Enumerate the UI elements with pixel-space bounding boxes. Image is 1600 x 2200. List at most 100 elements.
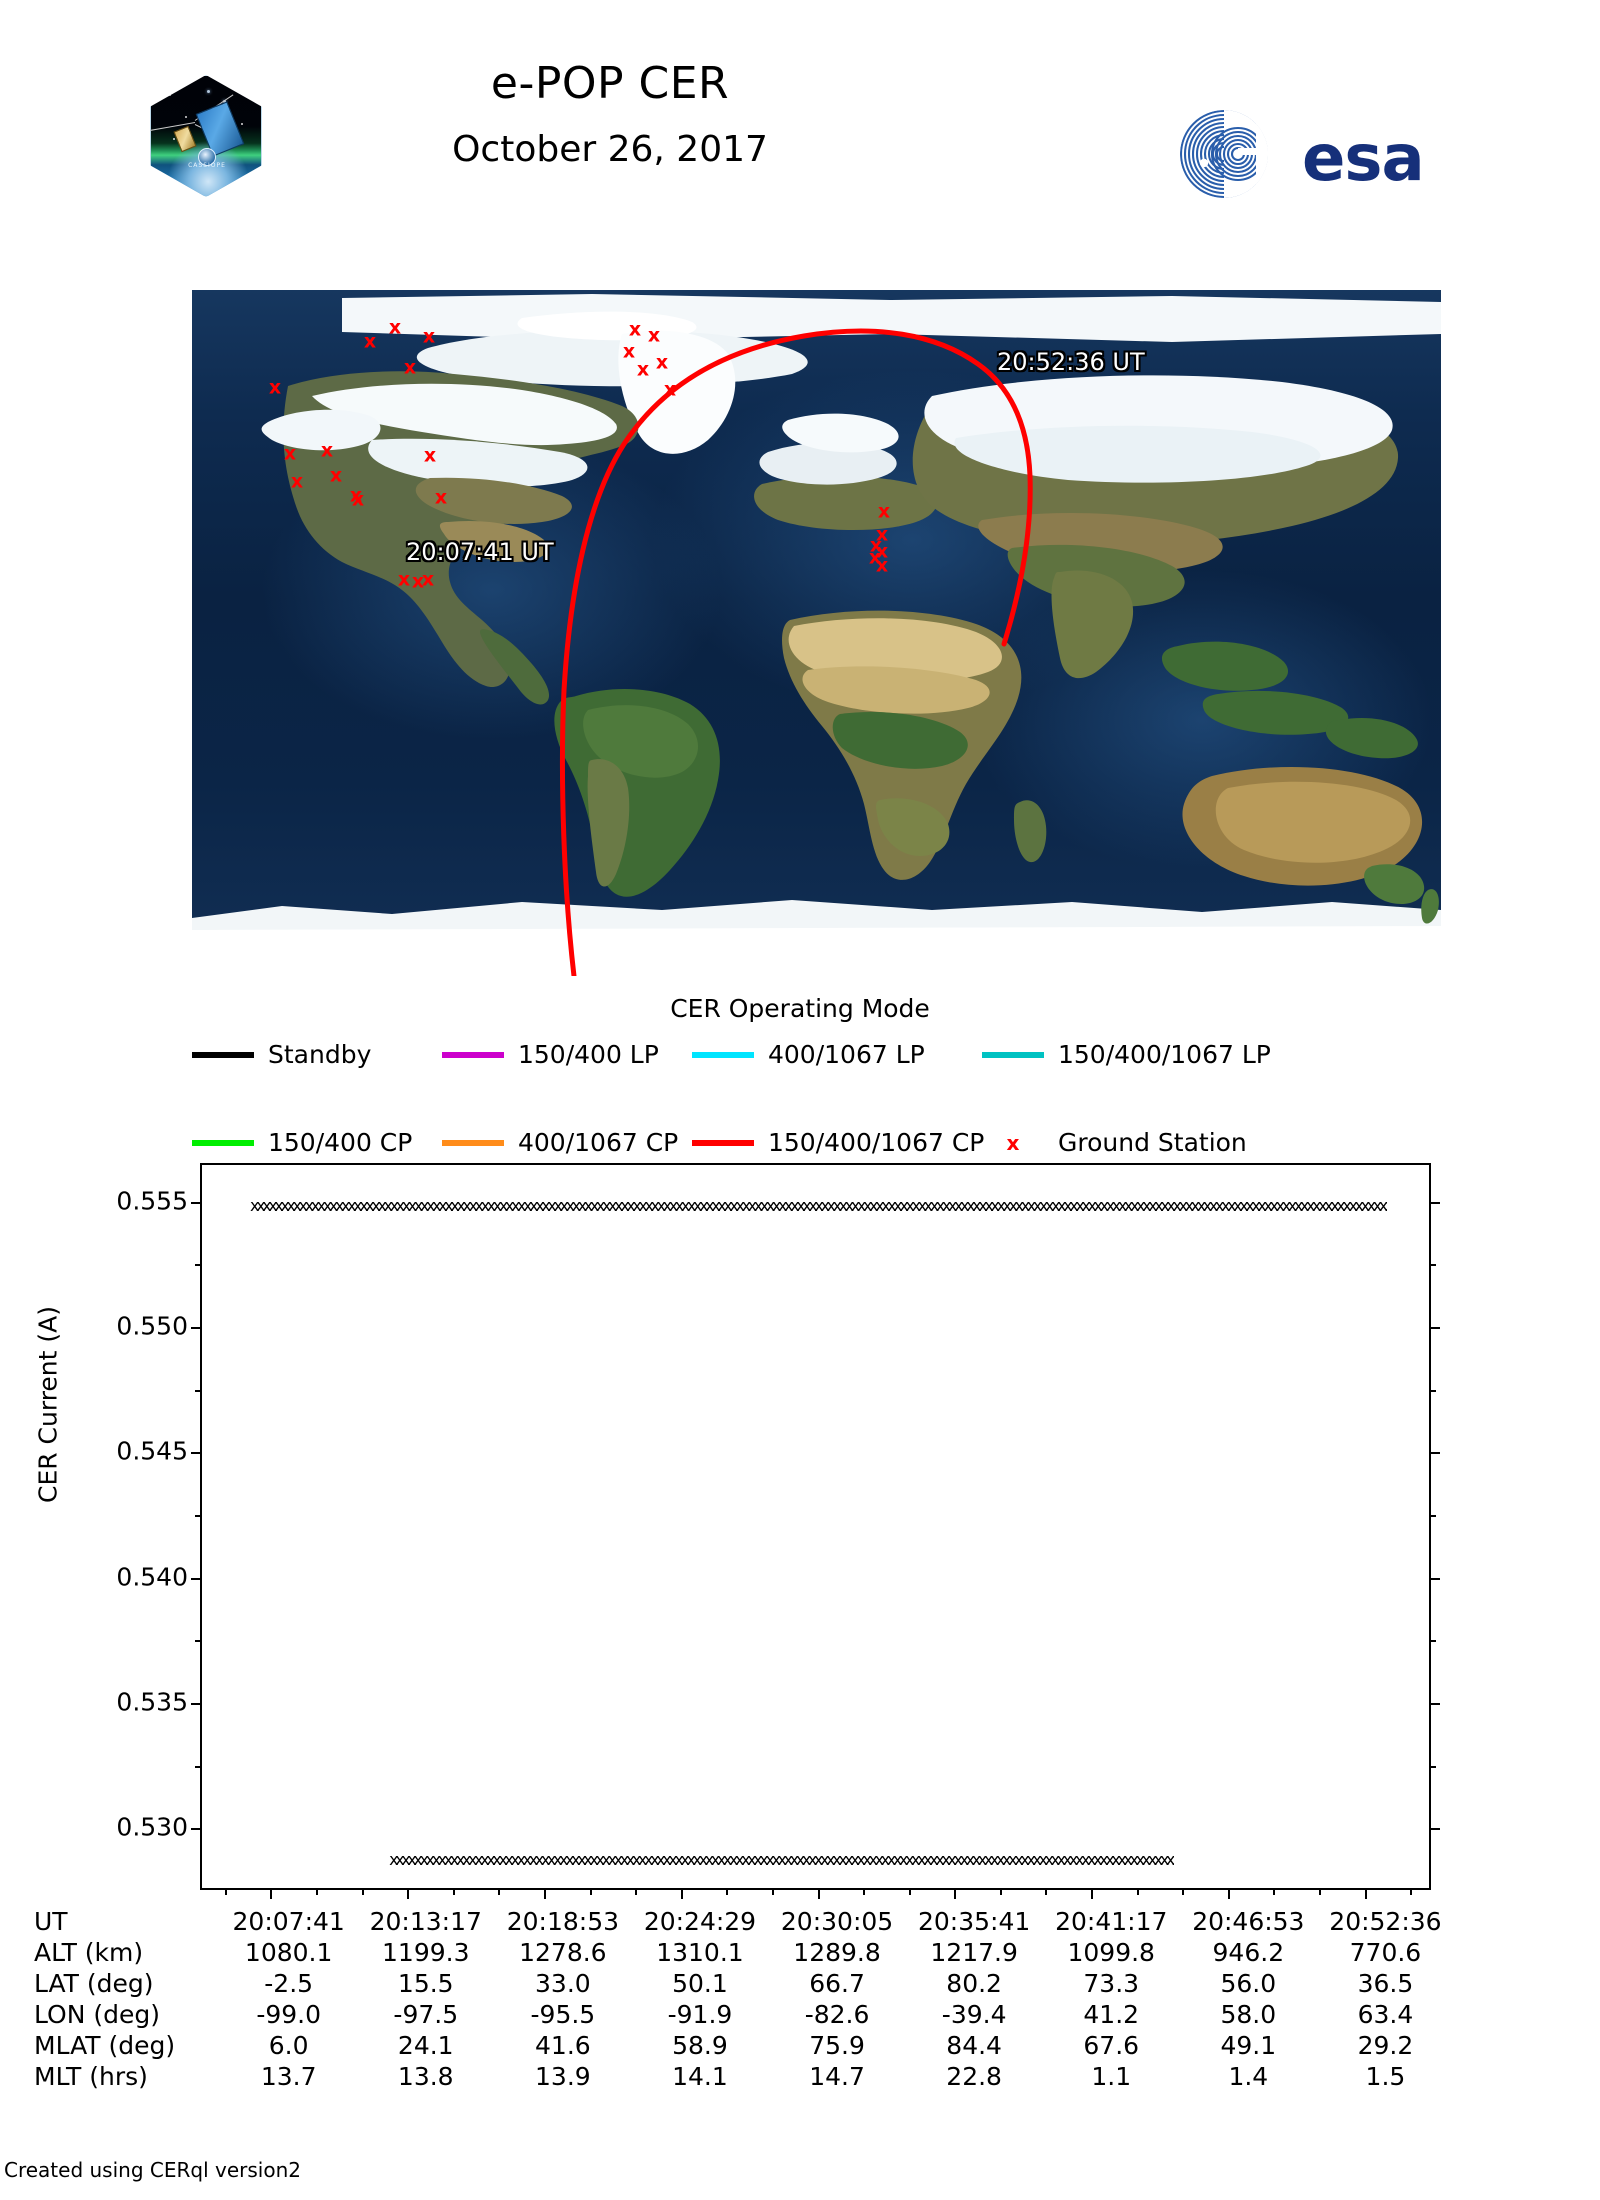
table-row: MLT (hrs) 13.7 13.8 13.9 14.1 14.7 22.8 1.1 1.4 1… bbox=[34, 2061, 1454, 2092]
y-axis-tick-label: 0.535 bbox=[116, 1687, 188, 1717]
ground-station-marker: x bbox=[388, 316, 402, 339]
mission-emblem-icon bbox=[198, 148, 216, 166]
ground-station-marker: x bbox=[647, 324, 661, 347]
table-cell: 1.1 bbox=[1091, 2062, 1132, 2091]
table-cell: -2.5 bbox=[264, 1969, 314, 1998]
table-cell: 41.6 bbox=[535, 2031, 591, 2060]
legend-label: 150/400 CP bbox=[268, 1128, 413, 1157]
ground-station-marker: x bbox=[875, 554, 889, 577]
table-row: LON (deg) -99.0 -97.5 -95.5 -91.9 -82.6 -39.4 4… bbox=[34, 1999, 1454, 2030]
x-axis-tick bbox=[543, 1888, 546, 1899]
table-cell: 63.4 bbox=[1357, 2000, 1414, 2029]
y-axis-minor-tick bbox=[195, 1640, 202, 1643]
legend-entry-ground-station: x Ground Station bbox=[982, 1128, 1247, 1157]
scatter-markers: xxxxxxxxxxxxxxxxxxxxxxxxxxxxxxxxxxxxxxxx… bbox=[250, 1196, 1387, 1214]
table-cell: 14.7 bbox=[809, 2062, 865, 2091]
table-cell: 770.6 bbox=[1349, 1938, 1422, 1967]
table-cell: 36.5 bbox=[1357, 1969, 1414, 1998]
y-axis-tick bbox=[191, 1201, 202, 1204]
x-axis-minor-tick bbox=[1319, 1888, 1322, 1895]
table-cell: -97.5 bbox=[393, 2000, 459, 2029]
y-axis-tick bbox=[1429, 1452, 1440, 1455]
legend-label: Ground Station bbox=[1058, 1128, 1247, 1157]
ground-station-marker: x bbox=[622, 340, 636, 363]
ephemeris-table: UT 20:07:41 20:13:17 20:18:53 20:24:29 20:30:… bbox=[34, 1906, 1454, 2092]
table-cell: 58.0 bbox=[1220, 2000, 1277, 2029]
x-axis-tick bbox=[270, 1888, 273, 1899]
legend-marker-icon: x bbox=[1006, 1130, 1020, 1155]
table-cell: 73.3 bbox=[1083, 1969, 1140, 1998]
ground-station-marker: x bbox=[411, 570, 425, 593]
table-cell: 1217.9 bbox=[930, 1938, 1018, 1967]
y-axis-minor-tick bbox=[1429, 1389, 1436, 1392]
x-axis-minor-tick bbox=[635, 1888, 638, 1895]
x-axis-minor-tick bbox=[1045, 1888, 1048, 1895]
legend-label: 400/1067 CP bbox=[518, 1128, 679, 1157]
table-cell: 20:18:53 bbox=[506, 1907, 619, 1936]
y-axis-tick-label: 0.555 bbox=[116, 1186, 188, 1216]
legend-entry-150-400-1067-lp: 150/400/1067 LP bbox=[982, 1040, 1271, 1069]
esa-swirl-icon bbox=[1180, 110, 1268, 198]
ground-station-marker: x bbox=[869, 534, 883, 557]
table-cell: 20:24:29 bbox=[643, 1907, 757, 1936]
satellite-body-icon bbox=[173, 125, 197, 153]
ground-station-marker: x bbox=[868, 546, 882, 569]
ground-station-marker: x bbox=[875, 540, 889, 563]
ground-station-marker: x bbox=[283, 442, 297, 465]
legend-entry-150-400-1067-cp: 150/400/1067 CP bbox=[692, 1128, 984, 1157]
y-axis-tick-label: 0.545 bbox=[116, 1436, 188, 1466]
y-axis-tick bbox=[191, 1452, 202, 1455]
table-cell: 58.9 bbox=[672, 2031, 728, 2060]
table-cell: 13.9 bbox=[535, 2062, 591, 2091]
table-cell: 14.1 bbox=[672, 2062, 728, 2091]
ground-station-marker: x bbox=[663, 378, 677, 401]
table-row-header: UT bbox=[34, 1907, 68, 1936]
table-cell: 80.2 bbox=[946, 1969, 1002, 1998]
x-axis-minor-tick bbox=[589, 1888, 592, 1895]
ground-station-marker: x bbox=[320, 439, 334, 462]
y-axis-tick bbox=[1429, 1577, 1440, 1580]
x-axis-minor-tick bbox=[224, 1888, 227, 1895]
ground-station-marker: x bbox=[655, 351, 669, 374]
table-cell: 20:35:41 bbox=[918, 1907, 1031, 1936]
table-row: ALT (km) 1080.1 1199.3 1278.6 1310.1 1289.8 12… bbox=[34, 1937, 1454, 1968]
cer-current-scatter-plot: xxxxxxxxxxxxxxxxxxxxxxxxxxxxxxxxxxxxxxxx… bbox=[191, 1163, 1440, 1899]
x-axis-tick bbox=[1091, 1888, 1094, 1899]
y-axis-minor-tick bbox=[195, 1514, 202, 1517]
page-title: e-POP CER bbox=[490, 58, 730, 109]
legend-label: 150/400/1067 LP bbox=[1058, 1040, 1271, 1069]
x-axis-minor-tick bbox=[361, 1888, 364, 1895]
x-axis-tick bbox=[407, 1888, 410, 1899]
legend-label: 150/400/1067 CP bbox=[768, 1128, 985, 1157]
title-block: e-POP CER October 26, 2017 bbox=[330, 62, 890, 168]
table-cell: 20:46:53 bbox=[1192, 1907, 1305, 1936]
legend-label: 400/1067 LP bbox=[768, 1040, 925, 1069]
table-cell: 1199.3 bbox=[382, 1938, 470, 1967]
table-cell: -99.0 bbox=[256, 2000, 322, 2029]
legend-color-swatch bbox=[442, 1051, 504, 1058]
y-axis-tick bbox=[191, 1828, 202, 1831]
table-cell: 84.4 bbox=[946, 2031, 1002, 2060]
legend-row: 150/400 CP 400/1067 CP 150/400/1067 CP x Gro… bbox=[192, 1082, 1442, 1157]
y-axis-tick bbox=[1429, 1326, 1440, 1329]
table-row-header: MLT (hrs) bbox=[34, 2062, 148, 2091]
legend-entry-standby: Standby bbox=[192, 1040, 371, 1069]
table-cell: 50.1 bbox=[672, 1969, 728, 1998]
table-cell: -82.6 bbox=[804, 2000, 870, 2029]
legend-entry-150-400-cp: 150/400 CP bbox=[192, 1128, 412, 1157]
table-cell: 67.6 bbox=[1083, 2031, 1140, 2060]
ground-station-marker: x bbox=[363, 330, 377, 353]
ground-station-marker: x bbox=[268, 376, 282, 399]
legend-row: Standby 150/400 LP 400/1067 LP 150/400/1067… bbox=[192, 1040, 1442, 1082]
table-row: UT 20:07:41 20:13:17 20:18:53 20:24:29 20:30:… bbox=[34, 1906, 1454, 1937]
x-axis-minor-tick bbox=[1273, 1888, 1276, 1895]
map-end-time-label: 20:52:36 UT bbox=[997, 348, 1145, 376]
table-cell: 13.8 bbox=[397, 2062, 454, 2091]
x-axis-minor-tick bbox=[908, 1888, 911, 1895]
table-cell: 1.5 bbox=[1365, 2062, 1406, 2091]
table-cell: 66.7 bbox=[809, 1969, 865, 1998]
table-cell: 20:30:05 bbox=[780, 1907, 894, 1936]
table-cell: 29.2 bbox=[1357, 2031, 1414, 2060]
table-cell: 20:07:41 bbox=[232, 1907, 345, 1936]
y-axis-tick bbox=[191, 1326, 202, 1329]
